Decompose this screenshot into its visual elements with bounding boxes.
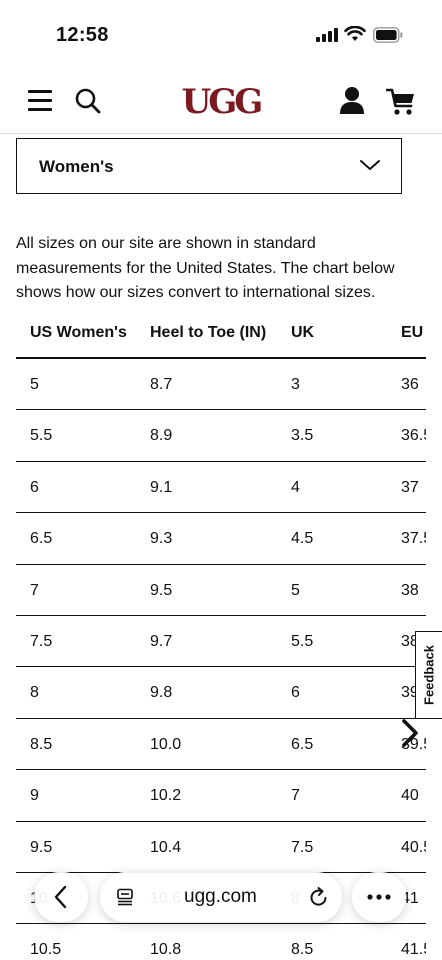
feedback-label: Feedback xyxy=(421,645,437,705)
account-icon[interactable] xyxy=(339,86,365,114)
chevron-left-icon xyxy=(54,885,67,909)
cell-heel-to-toe: 9.7 xyxy=(150,632,173,650)
cell-heel-to-toe: 9.1 xyxy=(150,478,173,496)
browser-toolbar: ugg.com xyxy=(0,866,442,928)
cell-eu: 40.5 xyxy=(401,838,426,856)
cell-heel-to-toe: 8.7 xyxy=(150,376,173,393)
cell-us-womens: 5 xyxy=(30,376,39,393)
back-button[interactable] xyxy=(34,872,88,922)
table-row: 6.5 9.3 4.5 37.5 xyxy=(16,513,426,565)
column-header-uk: UK xyxy=(291,324,315,341)
cell-eu: 36.5 xyxy=(401,427,426,445)
cell-uk: 5 xyxy=(291,581,300,599)
size-conversion-table: US Women's Heel to Toe (IN) UK EU 5 8.7 3 3… xyxy=(16,314,426,960)
reload-icon[interactable] xyxy=(308,886,330,908)
cart-icon[interactable] xyxy=(386,88,416,116)
cell-uk: 4 xyxy=(291,478,300,496)
cell-uk: 4.5 xyxy=(291,530,314,548)
table-row: 5 8.7 3 36 xyxy=(16,359,426,411)
cell-us-womens: 9.5 xyxy=(30,838,53,856)
cell-eu: 36 xyxy=(401,376,419,393)
cell-eu: 38 xyxy=(401,581,419,599)
cell-heel-to-toe: 9.8 xyxy=(150,684,173,702)
table-row: 7 9.5 5 38 xyxy=(16,565,426,616)
table-row: 8 9.8 6 39 xyxy=(16,667,426,719)
more-dots-icon xyxy=(367,894,391,900)
cell-us-womens: 8.5 xyxy=(30,735,53,753)
address-bar[interactable]: ugg.com xyxy=(100,872,342,922)
cell-us-womens: 7.5 xyxy=(30,632,53,650)
site-header: UGG xyxy=(0,70,442,134)
chevron-down-icon xyxy=(360,160,380,170)
cell-heel-to-toe: 9.5 xyxy=(150,581,173,599)
more-options-button[interactable] xyxy=(352,872,406,922)
reader-mode-icon[interactable] xyxy=(116,888,134,906)
chevron-right-icon[interactable] xyxy=(398,716,422,750)
size-chart-intro: All sizes on our site are shown in stand… xyxy=(16,235,395,301)
wifi-icon xyxy=(344,26,366,41)
status-time: 12:58 xyxy=(56,24,109,46)
cell-uk: 3 xyxy=(291,376,300,393)
cell-heel-to-toe: 8.9 xyxy=(150,427,173,445)
table-row: 10.5 10.8 8.5 41.5 xyxy=(16,924,426,960)
cell-heel-to-toe: 10.2 xyxy=(150,787,182,805)
status-bar: 12:58 xyxy=(0,0,442,70)
cell-us-womens: 6 xyxy=(30,478,39,496)
size-category-select[interactable]: Women's xyxy=(16,138,402,194)
cell-us-womens: 5.5 xyxy=(30,427,53,445)
cell-us-womens: 10.5 xyxy=(30,941,62,959)
table-row: 9 10.2 7 40 xyxy=(16,770,426,822)
cell-uk: 3.5 xyxy=(291,427,314,445)
table-row: 5.5 8.9 3.5 36.5 xyxy=(16,410,426,462)
table-row: 8.510.06.539.5 xyxy=(16,719,426,771)
cell-us-womens: 6.5 xyxy=(30,530,53,548)
cell-heel-to-toe: 10.8 xyxy=(150,941,182,959)
column-header-us-womens: US Women's xyxy=(30,324,127,341)
table-row: 7.59.75.538.5 xyxy=(16,616,426,668)
ugg-logo[interactable]: UGG xyxy=(181,82,264,122)
feedback-tab[interactable]: Feedback xyxy=(415,631,442,719)
cellular-signal-icon xyxy=(316,28,338,42)
cell-us-womens: 8 xyxy=(30,684,39,702)
column-header-eu: EU xyxy=(401,324,424,341)
battery-icon xyxy=(373,27,403,43)
search-icon[interactable] xyxy=(74,87,102,115)
cell-heel-to-toe: 9.3 xyxy=(150,530,173,548)
cell-eu: 41.5 xyxy=(401,941,426,959)
cell-heel-to-toe: 10.4 xyxy=(150,838,182,856)
cell-eu: 39 xyxy=(401,684,419,702)
url-text: ugg.com xyxy=(184,886,257,907)
cell-us-womens: 9 xyxy=(30,787,39,805)
table-row: 6 9.1 4 37 xyxy=(16,462,426,514)
cell-eu: 40 xyxy=(401,787,419,805)
cell-eu: 37.5 xyxy=(401,530,426,548)
cell-uk: 5.5 xyxy=(291,632,314,650)
cell-uk: 8.5 xyxy=(291,941,314,959)
cell-uk: 7 xyxy=(291,787,300,805)
cell-uk: 6.5 xyxy=(291,735,314,753)
cell-uk: 6 xyxy=(291,684,300,702)
table-header-row: US Women's Heel to Toe (IN) UK EU xyxy=(16,314,426,359)
cell-heel-to-toe: 10.0 xyxy=(150,735,182,753)
cell-us-womens: 7 xyxy=(30,581,39,599)
size-category-value: Women's xyxy=(39,157,114,176)
column-header-heel-to-toe: Heel to Toe (IN) xyxy=(150,324,267,341)
cell-eu: 37 xyxy=(401,478,419,496)
menu-icon[interactable] xyxy=(28,90,54,112)
cell-uk: 7.5 xyxy=(291,838,314,856)
